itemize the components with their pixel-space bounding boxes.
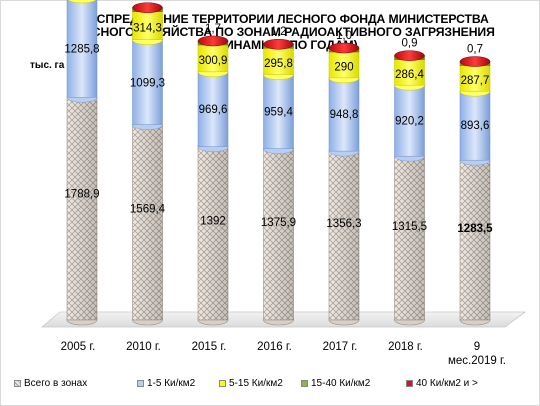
x-tick-label: 9 [474, 341, 480, 353]
label-total: 1392 [200, 216, 226, 228]
bar-blue-top [67, 0, 97, 4]
label-blue: 1285,8 [64, 44, 99, 56]
bar-group-6: 1283,5 893,6 287,7 0,7 [457, 44, 493, 326]
bar-total-shade [460, 160, 490, 320]
bar-blue [328, 77, 360, 152]
bar-red-cap [328, 42, 360, 54]
bar-blue [66, 0, 98, 98]
bar-blue [459, 90, 491, 161]
legend-item: Всего в зонах [14, 378, 87, 389]
bar-total-shade [67, 97, 97, 320]
x-tick-label: 2015 г. [192, 341, 227, 353]
bar-blue [394, 84, 425, 157]
x-tick-label: 2018 г. [388, 341, 423, 353]
label-red: 1,0 [336, 30, 352, 42]
legend: Всего в зонах 1-5 Ки/км2 5-15 Ки/км2 15-40 … [14, 378, 534, 394]
bar-group-3: 1375,9 959,4 295,8 1,2 [261, 26, 296, 326]
label-total: 1375,9 [261, 217, 296, 229]
x-tick-label: мес.2019 г. [448, 355, 506, 367]
bar-group-2: 1392 969,6 300,9 1,7 [197, 23, 229, 326]
label-red: 0,7 [467, 44, 483, 56]
label-blue: 893,6 [461, 120, 490, 132]
label-yellow: 314,3 [133, 23, 162, 35]
x-tick-label: 2016 г. [257, 341, 292, 353]
label-yellow: 300,9 [199, 55, 228, 67]
legend-swatch [406, 380, 413, 387]
legend-swatch [137, 380, 144, 387]
bar-red-cap [263, 38, 294, 50]
bar-yellow [328, 51, 360, 79]
bar-total-shade [394, 156, 425, 320]
bar-red-cap [394, 50, 425, 61]
label-total: 1356,3 [326, 218, 361, 230]
bar-group-5: 1315,5 920,2 286,4 0,9 [392, 38, 427, 326]
bar-yellow [132, 11, 163, 41]
legend-item: 1-5 Ки/км2 [137, 378, 195, 389]
legend-label: 15-40 Ки/км2 [311, 378, 371, 389]
label-blue: 920,2 [395, 115, 424, 127]
bar-blue [263, 74, 294, 149]
bar-blue [197, 71, 229, 147]
bar-yellow [459, 65, 491, 92]
label-blue: 969,6 [199, 104, 228, 116]
legend-swatch [301, 380, 308, 387]
bar-blue [132, 39, 163, 125]
legend-label: 40 Ки/км2 и > [416, 378, 478, 389]
bar-red-cap [459, 56, 491, 67]
bar-total-shade [132, 124, 163, 320]
label-yellow: 295,8 [264, 58, 293, 70]
x-tick-label: 2010 г. [126, 341, 161, 353]
label-yellow: 287,7 [461, 75, 490, 87]
label-blue: 948,8 [330, 109, 359, 121]
legend-label: 5-15 Ки/км2 [229, 378, 283, 389]
legend-item: 5-15 Ки/км2 [219, 378, 283, 389]
label-blue: 1099,3 [130, 77, 165, 89]
label-total: 1283,5 [457, 223, 493, 235]
label-blue: 959,4 [264, 106, 293, 118]
legend-swatch [219, 380, 226, 387]
bar-yellow [197, 44, 229, 73]
label-total: 1315,5 [392, 221, 427, 233]
bar-red-cap [197, 35, 229, 47]
chart-title: РАСПРЕДЕЛЕНИЕ ТЕРРИТОРИИ ЛЕСНОГО ФОНДА М… [75, 12, 495, 52]
label-total: 1569,4 [130, 204, 166, 216]
bar-group-1: 1569,4 1099,3 314,3 7,2 [130, 0, 166, 326]
label-total: 1788,9 [64, 189, 99, 201]
label-yellow: 290 [334, 62, 353, 74]
label-red: 0,9 [402, 38, 418, 50]
bar-total-shade [329, 151, 359, 320]
label-yellow: 286,4 [395, 69, 424, 81]
legend-swatch [14, 380, 21, 387]
x-tick-label: 2017 г. [323, 341, 358, 353]
legend-item: 15-40 Ки/км2 [301, 378, 370, 389]
bar-group-4: 1356,3 948,8 290 1,0 [326, 30, 362, 326]
bar-yellow [263, 47, 294, 75]
legend-label: Всего в зонах [24, 378, 88, 389]
label-red: 1,2 [271, 26, 287, 38]
bar-red-cap [132, 2, 163, 13]
legend-item: 40 Ки/км2 и > [406, 378, 478, 389]
legend-label: 1-5 Ки/км2 [147, 378, 196, 389]
bar-total-shade [263, 148, 294, 320]
label-red: 7,2 [140, 0, 156, 2]
label-red: 1,7 [205, 23, 221, 35]
bar-total-shade [198, 146, 228, 320]
x-tick-label: 2005 г. [61, 341, 96, 353]
unit-label: тыс. га [30, 60, 65, 71]
